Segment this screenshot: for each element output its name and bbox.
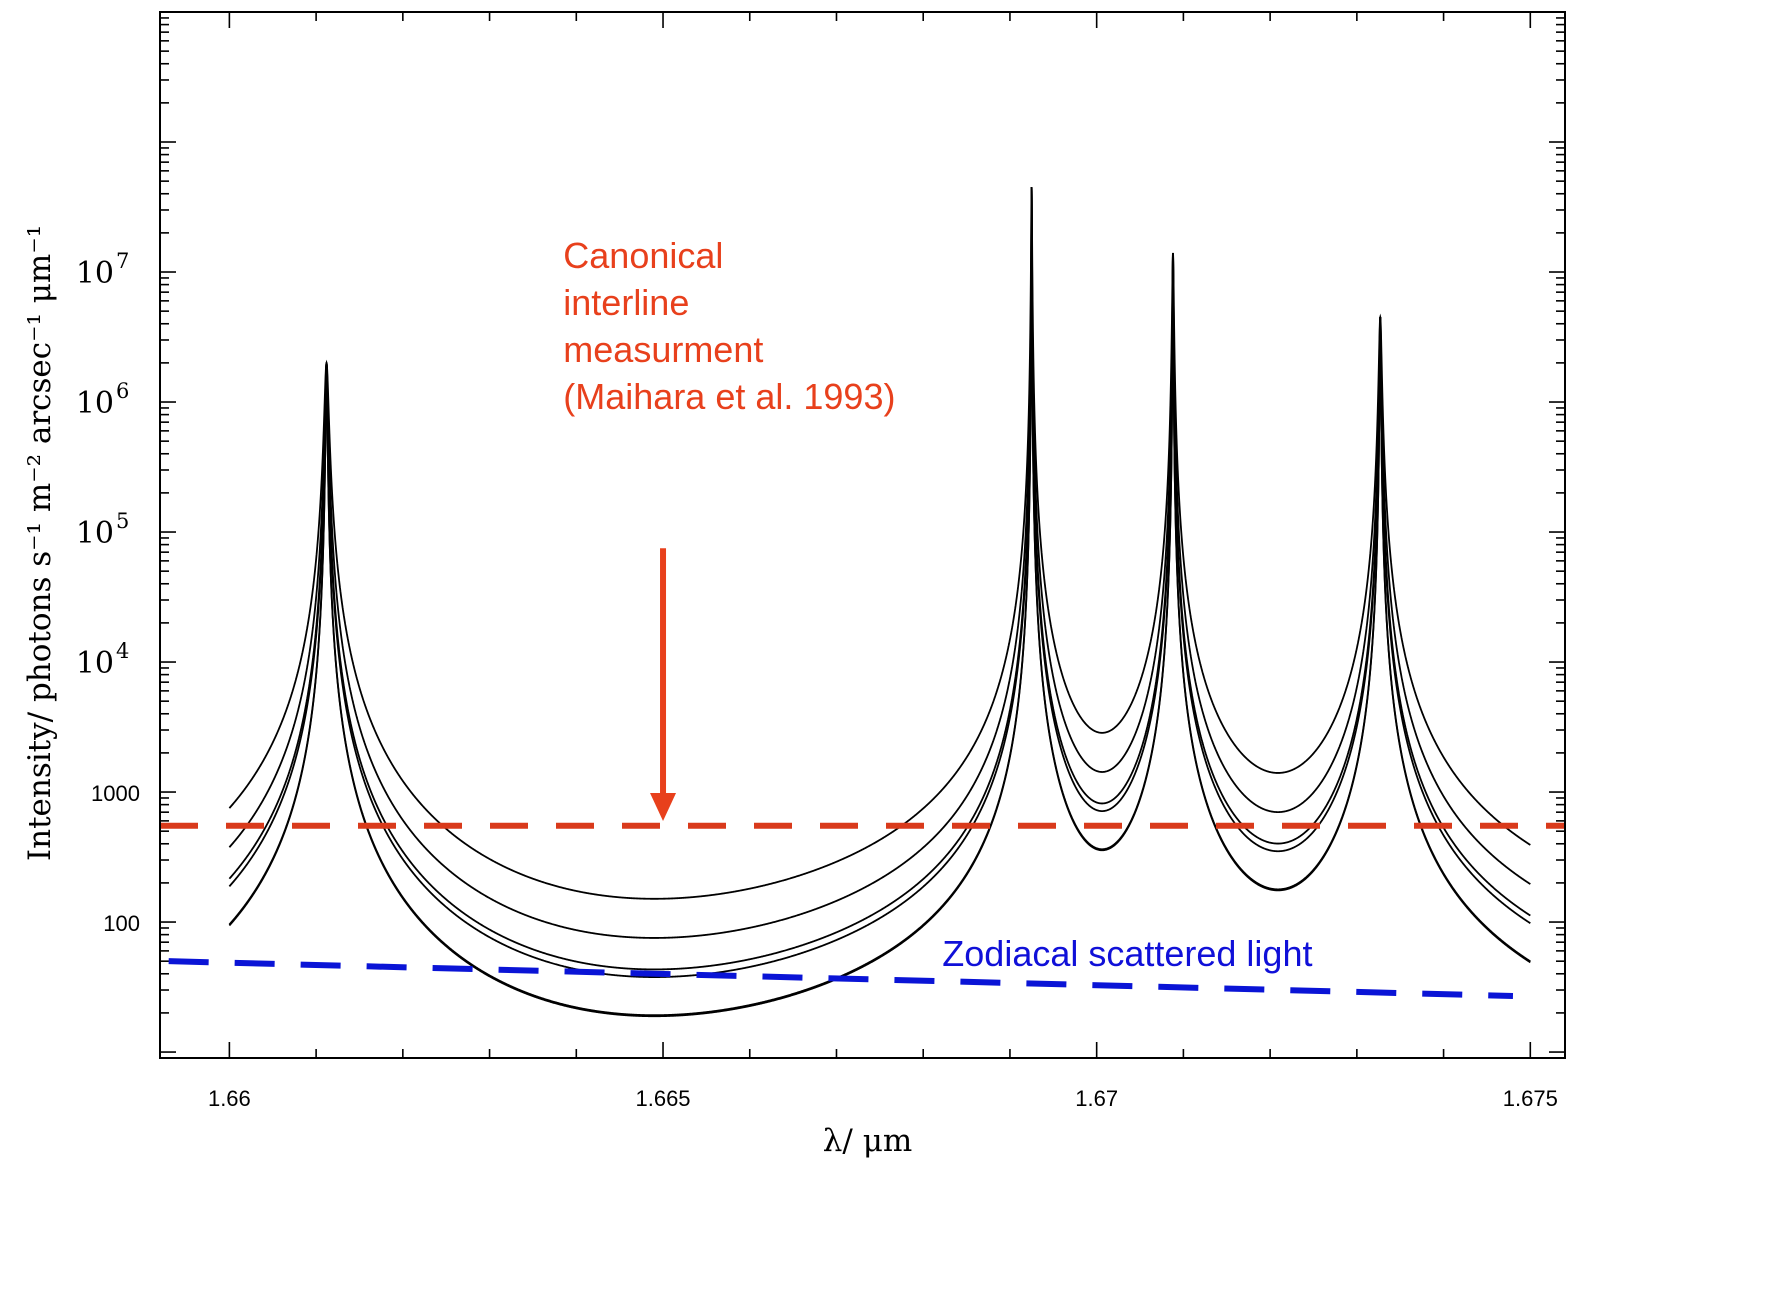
- x-tick-label: 1.67: [1075, 1086, 1118, 1111]
- emission-curve: [228, 187, 1531, 1018]
- y-tick-base: 10: [76, 646, 114, 681]
- y-tick-label: 10 7: [76, 249, 130, 291]
- zodiacal-annotation: Zodiacal scattered light: [942, 933, 1312, 974]
- y-tick-base: 10: [76, 386, 114, 421]
- y-tick-label: 10 5: [76, 509, 130, 551]
- y-tick-label: 10 4: [76, 639, 130, 681]
- emission-curve: [228, 187, 1531, 978]
- y-tick-exponent: 7: [116, 249, 129, 273]
- emission-curve-extra: [228, 187, 1531, 971]
- y-tick-base: 10: [76, 516, 114, 551]
- y-tick-label: 10 6: [76, 379, 130, 421]
- x-tick-label: 1.675: [1503, 1086, 1558, 1111]
- y-tick-label: 1000: [91, 781, 140, 806]
- x-tick-label: 1.66: [208, 1086, 251, 1111]
- y-axis-title: Intensity/ photons s⁻¹ m⁻² arcsec⁻¹ μm⁻¹: [22, 225, 58, 861]
- y-tick-exponent: 4: [116, 639, 129, 663]
- emission-curve: [228, 187, 1531, 900]
- y-tick-exponent: 6: [116, 379, 129, 403]
- canonical-line-4: (Maihara et al. 1993): [563, 376, 895, 417]
- x-tick-labels: 1.66 1.665 1.67 1.675: [208, 1086, 1558, 1111]
- emission-curves: [228, 187, 1531, 1018]
- canonical-arrow: [650, 548, 677, 822]
- y-tick-exponent: 5: [116, 509, 129, 533]
- canonical-annotation: Canonical interline measurment (Maihara …: [563, 235, 895, 417]
- zodiacal-light-line: [168, 958, 1514, 999]
- canonical-line-2: interline: [563, 282, 689, 323]
- emission-curve-extra: [228, 187, 1531, 1017]
- y-tick-label: 100: [103, 911, 140, 936]
- x-tick-label: 1.665: [635, 1086, 690, 1111]
- y-tick-base: 10: [76, 256, 114, 291]
- canonical-line-1: Canonical: [563, 235, 723, 276]
- arrow-head: [650, 793, 677, 822]
- canonical-line-3: measurment: [563, 329, 763, 370]
- x-axis-title: λ/ μm: [823, 1123, 913, 1159]
- plot-frame: [159, 11, 1566, 1059]
- axis-ticks: [160, 11, 1565, 1059]
